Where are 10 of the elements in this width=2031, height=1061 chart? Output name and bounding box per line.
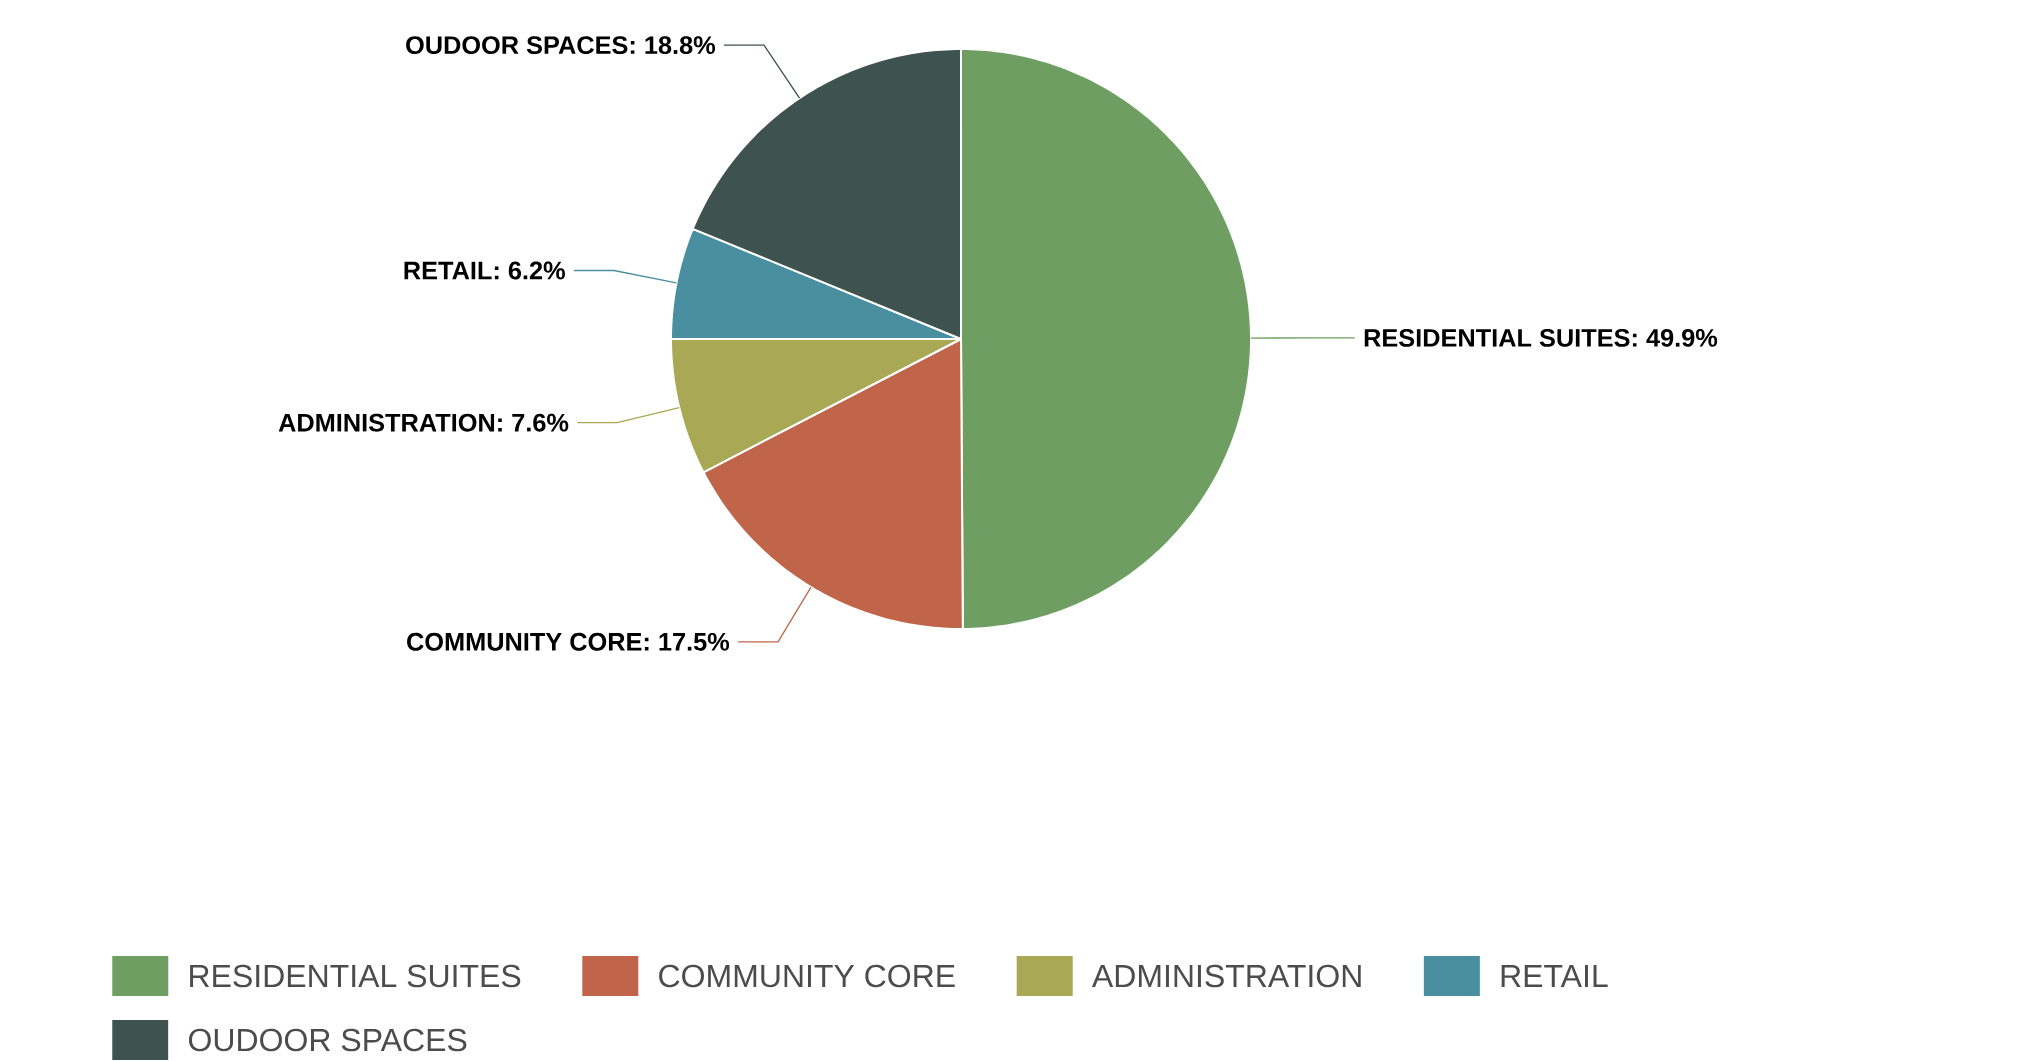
legend-label: ADMINISTRATION — [1091, 964, 1361, 988]
legend-label: RESIDENTIAL SUITES — [190, 964, 521, 988]
data-label: OUDOOR SPACES: 18.8% — [406, 36, 716, 55]
data-label: RETAIL: 6.2% — [404, 261, 565, 280]
legend-label: OUDOOR SPACES — [188, 1028, 467, 1052]
data-label: RESIDENTIAL SUITES: 49.9% — [1364, 328, 1718, 347]
legend-label: COMMUNITY CORE — [659, 964, 955, 988]
data-label: COMMUNITY CORE: 17.5% — [407, 632, 730, 651]
data-label: ADMINISTRATION: 7.6% — [278, 413, 569, 432]
legend-label: RETAIL — [1501, 964, 1608, 988]
